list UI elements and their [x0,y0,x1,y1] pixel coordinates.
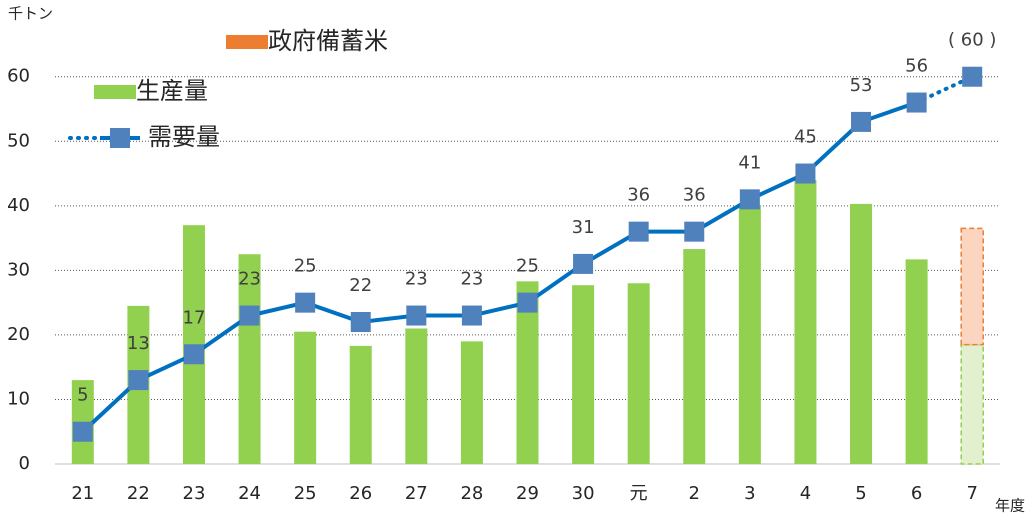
x-tick-label: 23 [183,483,206,504]
y-axis-label: 千トン [8,5,53,23]
marker [239,305,260,326]
marker [183,344,204,365]
y-tick-label: 20 [7,324,30,345]
data-label: 53 [850,75,873,96]
x-axis-label: 年度 [995,497,1025,515]
data-label: 23 [405,269,428,290]
marker [72,421,93,442]
x-tick-label: 22 [127,483,150,504]
marker [295,292,316,313]
bar [627,283,650,464]
bar [960,343,984,465]
x-tick-label: 5 [855,483,866,504]
data-label: 17 [183,307,206,328]
bar [794,180,817,464]
y-tick-label: 0 [19,453,30,474]
marker [962,66,983,87]
data-label: 25 [516,256,539,277]
marker [684,221,705,242]
bar [294,331,317,464]
data-label: 36 [683,185,706,206]
bar [738,205,761,464]
x-tick-label: 2 [689,483,700,504]
marker [851,111,872,132]
x-tick-label: 4 [800,483,811,504]
x-tick-label: 26 [349,483,372,504]
bar [905,259,928,464]
bar [460,341,483,464]
legend-label: 需要量 [148,123,220,151]
data-label: 5 [77,385,88,406]
y-tick-label: 40 [7,195,30,216]
x-tick-label: 27 [405,483,428,504]
bar [960,227,984,346]
bar [572,285,595,464]
y-tick-label: 60 [7,66,30,87]
data-label: 45 [794,127,817,148]
x-tick-label: 30 [572,483,595,504]
bar [516,281,539,464]
data-label: ( 60 ) [948,30,996,51]
legend-label: 政府備蓄米 [268,27,388,55]
bar [405,328,428,464]
data-label: 56 [905,56,928,77]
x-tick-label: 7 [966,483,977,504]
data-label: 22 [349,275,372,296]
legend-swatch [226,35,268,49]
y-tick-label: 10 [7,388,30,409]
x-tick-label: 29 [516,483,539,504]
legend-marker [110,128,130,148]
marker [517,292,538,313]
legend-swatch [94,85,136,99]
y-tick-label: 30 [7,259,30,280]
y-tick-label: 50 [7,130,30,151]
marker [573,253,594,274]
bar [683,249,706,464]
marker [406,305,427,326]
bar [850,203,873,464]
data-label: 23 [238,269,261,290]
x-tick-label: 元 [630,483,648,504]
data-label: 13 [127,333,150,354]
marker [350,312,371,332]
x-tick-label: 21 [71,483,94,504]
x-tick-label: 24 [238,483,261,504]
line [81,100,918,434]
x-tick-label: 6 [911,483,922,504]
data-label: 36 [627,185,650,206]
marker [128,370,149,391]
data-label: 25 [294,256,317,277]
marker [461,305,482,326]
marker [628,221,649,242]
marker [906,92,927,113]
bar [349,345,372,464]
marker [739,189,760,210]
x-tick-label: 25 [294,483,317,504]
legend-label: 生産量 [136,77,208,105]
data-label: 31 [572,217,595,238]
data-label: 41 [738,152,761,173]
x-tick-label: 3 [744,483,755,504]
marker [795,163,816,184]
data-label: 23 [460,269,483,290]
x-tick-label: 28 [460,483,483,504]
